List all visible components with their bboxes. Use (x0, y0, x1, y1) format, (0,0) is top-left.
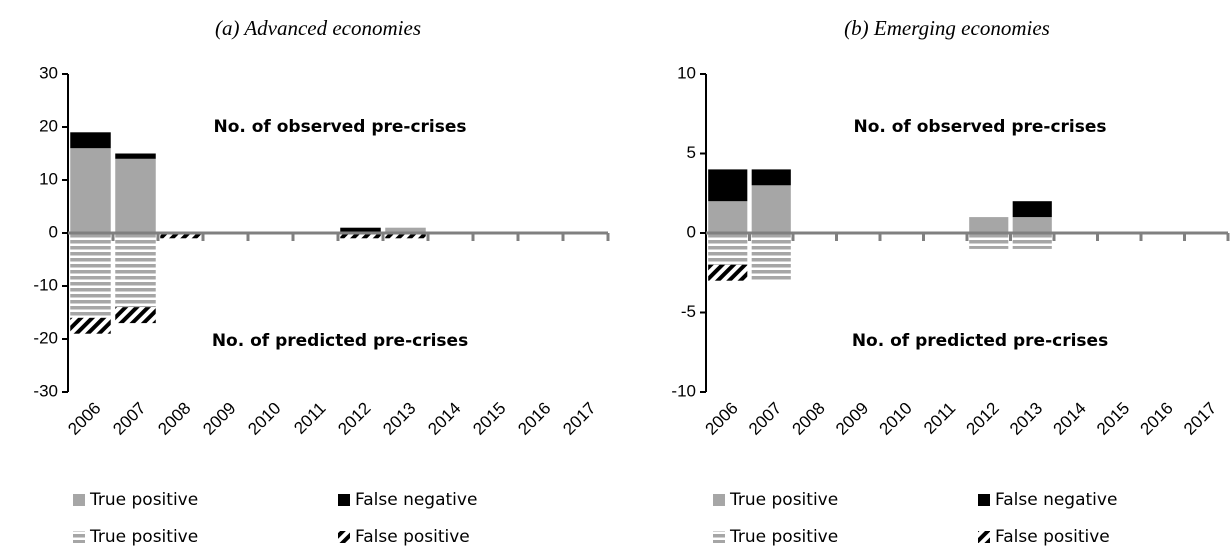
bar (708, 169, 748, 202)
x-tick-label: 2009 (199, 399, 239, 439)
bar (70, 132, 111, 149)
legend-label: True positive (89, 490, 198, 510)
legend-swatch (978, 531, 990, 543)
bar (708, 264, 748, 281)
x-tick-label: 2013 (1006, 399, 1046, 439)
annotation: No. of observed pre-crises (213, 117, 466, 137)
x-tick-label: 2009 (832, 399, 872, 439)
bar (1012, 217, 1052, 233)
y-tick-label: 20 (39, 116, 58, 135)
legend-label: False negative (355, 490, 477, 510)
legend-label: False positive (355, 527, 470, 547)
bar (160, 233, 201, 239)
legend-label: True positive (89, 527, 198, 547)
x-tick-label: 2008 (789, 399, 829, 439)
x-tick-label: 2017 (1180, 399, 1220, 439)
bar (115, 158, 156, 233)
y-tick-label: -10 (33, 275, 58, 294)
y-tick-label: 10 (677, 63, 696, 82)
x-tick-label: 2010 (876, 399, 916, 439)
annotation: No. of predicted pre-crises (852, 331, 1108, 351)
y-tick-label: -10 (671, 381, 696, 400)
chart-title: (a) Advanced economies (215, 16, 421, 40)
x-tick-label: 2006 (702, 399, 742, 439)
y-tick-label: 10 (39, 169, 58, 188)
x-tick-label: 2015 (469, 399, 509, 439)
legend-swatch (73, 531, 85, 543)
legend-swatch (73, 494, 85, 506)
bar (751, 169, 791, 186)
bar (70, 233, 111, 318)
bar (115, 233, 156, 308)
legend-swatch (713, 531, 725, 543)
y-tick-label: 5 (687, 143, 696, 162)
x-tick-label: 2017 (559, 399, 599, 439)
bar (969, 233, 1009, 249)
x-tick-label: 2011 (290, 399, 329, 438)
x-tick-label: 2006 (64, 399, 104, 439)
x-tick-label: 2008 (154, 399, 194, 439)
legend-swatch (338, 531, 350, 543)
bar (969, 217, 1009, 233)
bar (708, 201, 748, 233)
x-tick-label: 2016 (1137, 399, 1177, 439)
bar (385, 227, 426, 233)
y-tick-label: -30 (33, 381, 58, 400)
chart-title: (b) Emerging economies (844, 16, 1050, 40)
legend-label: False positive (995, 527, 1110, 547)
x-tick-label: 2015 (1093, 399, 1133, 439)
y-tick-label: 0 (687, 222, 696, 241)
x-tick-label: 2012 (334, 399, 374, 439)
bar (1012, 201, 1052, 218)
legend-swatch (713, 494, 725, 506)
y-tick-label: 0 (49, 222, 58, 241)
legend-swatch (978, 494, 990, 506)
x-tick-label: 2012 (963, 399, 1003, 439)
legend-swatch (338, 494, 350, 506)
x-tick-label: 2007 (745, 399, 785, 439)
bar (340, 233, 381, 239)
annotation: No. of predicted pre-crises (212, 331, 468, 351)
x-tick-label: 2014 (424, 399, 464, 439)
bar (751, 233, 791, 281)
bar (70, 148, 111, 233)
y-tick-label: -5 (681, 302, 696, 321)
x-tick-label: 2007 (109, 399, 149, 439)
bar (70, 317, 111, 334)
annotation: No. of observed pre-crises (853, 117, 1106, 137)
x-tick-label: 2016 (514, 399, 554, 439)
legend-label: False negative (995, 490, 1117, 510)
legend-label: True positive (729, 490, 838, 510)
x-tick-label: 2013 (379, 399, 419, 439)
bar (115, 307, 156, 324)
bar (1012, 233, 1052, 249)
legend-label: True positive (729, 527, 838, 547)
x-tick-label: 2010 (244, 399, 284, 439)
y-tick-label: -20 (33, 328, 58, 347)
bar (115, 153, 156, 159)
bar (385, 233, 426, 239)
x-tick-label: 2014 (1050, 399, 1090, 439)
y-tick-label: 30 (39, 63, 58, 82)
bar (751, 185, 791, 233)
bar (708, 233, 748, 265)
bar (340, 227, 381, 233)
x-tick-label: 2011 (920, 399, 959, 438)
